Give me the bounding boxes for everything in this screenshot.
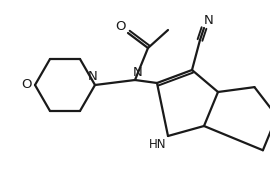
Text: O: O	[116, 20, 126, 33]
Text: HN: HN	[149, 137, 167, 151]
Text: N: N	[133, 65, 143, 79]
Text: N: N	[88, 70, 98, 83]
Text: N: N	[204, 14, 214, 27]
Text: O: O	[22, 79, 32, 92]
